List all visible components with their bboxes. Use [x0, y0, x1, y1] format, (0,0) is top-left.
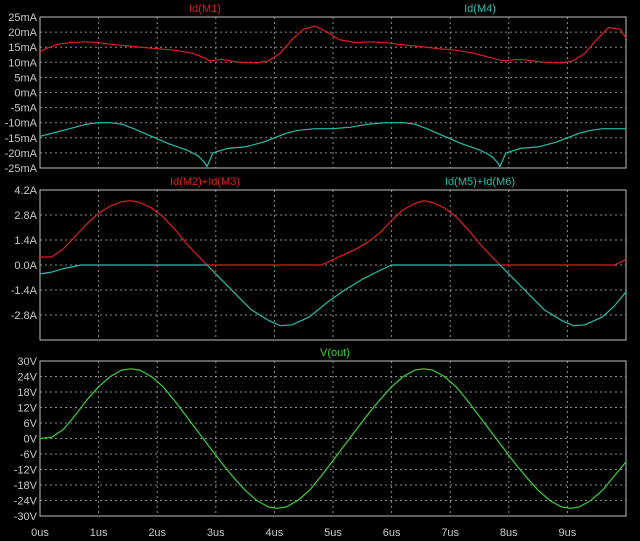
- x-tick-label: 1us: [90, 527, 108, 539]
- y-tick-label: 30V: [17, 356, 37, 368]
- chart-panel-3: 30V 24V 18V 12V 6V 0V -6V -12V -18V -24V -30V V(out…: [14, 347, 627, 523]
- series-label[interactable]: V(out): [320, 347, 350, 359]
- y-tick-label: -12V: [14, 465, 38, 477]
- y-tick-label: 1.4A: [14, 235, 37, 247]
- x-tick-label: 8us: [500, 527, 518, 539]
- series-label[interactable]: Id(M5)+Id(M6): [445, 176, 515, 188]
- y-tick-label: -24V: [14, 496, 38, 508]
- y-tick-label: -5mA: [11, 103, 38, 115]
- y-tick-label: 15mA: [8, 42, 37, 54]
- y-tick-label: -15mA: [5, 133, 38, 145]
- y-tick-label: 18V: [17, 387, 37, 399]
- x-tick-label: 7us: [441, 527, 459, 539]
- chart-panel-2: 4.2A 2.8A 1.4A 0.0A -1.4A -2.8A Id(M2)+Id(M3) I…: [11, 176, 627, 341]
- series-label[interactable]: Id(M2)+Id(M3): [170, 176, 240, 188]
- x-tick-label: 2us: [148, 527, 166, 539]
- y-tick-label: 4.2A: [14, 185, 37, 197]
- x-tick-label: 0us: [31, 527, 49, 539]
- y-tick-label: 10mA: [8, 57, 37, 69]
- series-label[interactable]: Id(M1): [189, 3, 221, 15]
- y-tick-label: 0mA: [14, 88, 37, 100]
- y-tick-label: -10mA: [5, 118, 38, 130]
- x-tick-label: 5us: [324, 527, 342, 539]
- y-tick-label: -30V: [14, 511, 38, 523]
- plot-border: [39, 16, 627, 169]
- y-tick-label: 0V: [24, 434, 38, 446]
- y-tick-label: -2.8A: [11, 310, 38, 322]
- y-tick-label: 0.0A: [14, 260, 37, 272]
- x-tick-label: 6us: [383, 527, 401, 539]
- x-tick-label: 3us: [207, 527, 225, 539]
- y-tick-label: 6V: [24, 418, 38, 430]
- y-tick-label: 12V: [17, 403, 37, 415]
- x-tick-label: 9us: [559, 527, 577, 539]
- plot-border: [39, 189, 627, 341]
- series-line-id-m1: [39, 25, 627, 64]
- series-line-id-m4: [39, 122, 626, 168]
- y-tick-label: 5mA: [14, 72, 37, 84]
- y-tick-label: 25mA: [8, 12, 37, 24]
- y-tick-label: 24V: [17, 372, 37, 384]
- x-axis: 0us 1us 2us 3us 4us 5us 6us 7us 8us 9us: [31, 527, 577, 539]
- series-label[interactable]: Id(M4): [464, 3, 496, 15]
- series-line-v-out: [39, 368, 627, 509]
- grid: [40, 17, 626, 168]
- y-tick-label: -25mA: [5, 163, 38, 175]
- y-tick-label: 20mA: [8, 27, 37, 39]
- chart-panel-1: 25mA 20mA 15mA 10mA 5mA 0mA -5mA -10mA -15mA -20m…: [5, 3, 627, 175]
- y-tick-label: -6V: [20, 449, 38, 461]
- series-line-id-m2-id-m3: [40, 200, 627, 266]
- y-tick-label: -20mA: [5, 148, 38, 160]
- y-tick-label: -18V: [14, 480, 38, 492]
- y-tick-label: -1.4A: [11, 285, 38, 297]
- series-line-id-m5-id-m6: [39, 264, 627, 327]
- x-tick-label: 4us: [266, 527, 284, 539]
- y-tick-label: 2.8A: [14, 210, 37, 222]
